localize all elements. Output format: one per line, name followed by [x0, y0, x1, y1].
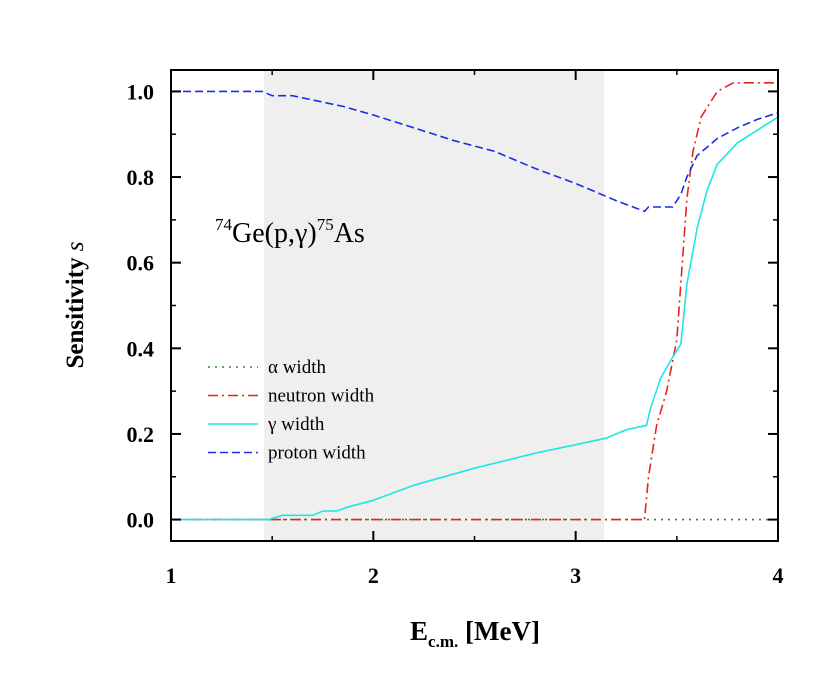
y-tick-label: 0.2: [127, 422, 155, 447]
y-tick-label: 0.8: [127, 165, 155, 190]
y-axis-title-main: Sensitivity: [62, 251, 89, 368]
reaction-annotation: 74Ge(p,γ)75As: [215, 215, 365, 249]
reaction-product: As: [334, 218, 365, 249]
shaded-region: [264, 70, 604, 541]
y-tick-label: 0.0: [127, 508, 155, 533]
x-tick-label: 4: [773, 563, 784, 588]
y-tick-label: 1.0: [127, 79, 155, 104]
shaded-region-layer: [264, 70, 604, 541]
reaction-mass-target: 74: [215, 215, 233, 234]
reaction-mass-product: 75: [317, 215, 334, 234]
legend-label-3: γ width: [267, 414, 325, 435]
x-axis-title: Ec.m. [MeV]: [410, 616, 540, 651]
x-tick-label: 2: [368, 563, 379, 588]
legend: α width neutron width γ width proton width: [208, 357, 375, 464]
series-line-4: [171, 90, 779, 213]
series-line-2: [171, 82, 778, 521]
series-line-3: [171, 116, 779, 521]
y-axis-title: Sensitivity s: [62, 241, 89, 368]
y-tick-label: 0.4: [127, 336, 155, 361]
x-tick-label: 1: [166, 563, 177, 588]
series-layer: [171, 82, 779, 521]
legend-label-2: neutron width: [268, 386, 375, 407]
reaction-channel: (p,γ): [265, 218, 317, 249]
x-axis-title-unit: [MeV]: [458, 616, 540, 646]
x-axis-title-main: E: [410, 616, 428, 646]
tick-layer: 1 2 3 4 0.0 0.2 0.4 0.6 0.8 1.0: [127, 70, 784, 588]
y-tick-label: 0.6: [127, 251, 155, 276]
legend-label-1: α width: [268, 357, 326, 378]
legend-label-4: proton width: [268, 443, 366, 464]
y-axis-title-symbol: s: [62, 241, 89, 251]
reaction-target: Ge: [232, 218, 265, 249]
x-tick-label: 3: [570, 563, 581, 588]
x-axis-title-sub: c.m.: [428, 632, 458, 651]
